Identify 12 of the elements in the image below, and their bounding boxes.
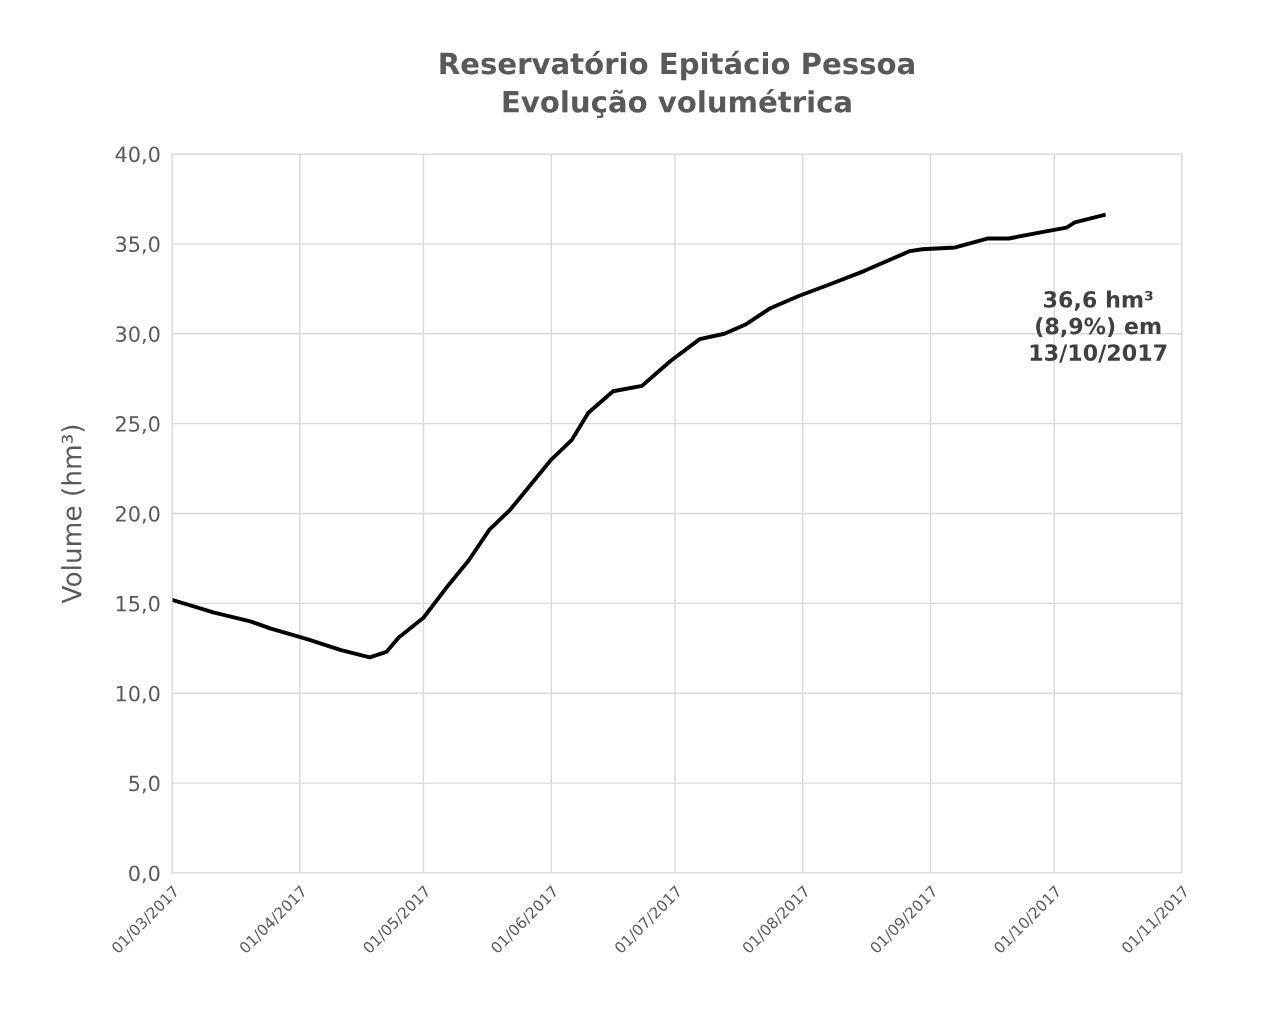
y-tick-label: 0,0: [129, 865, 160, 884]
y-tick-label: 30,0: [116, 326, 160, 345]
annotation: 36,6 hm³ (8,9%) em 13/10/2017: [1030, 290, 1167, 363]
y-tick-label: 40,0: [115, 146, 160, 165]
chart-title: Reservatório Epitácio Pessoa Evolução volumétrica: [440, 50, 914, 119]
y-tick-label: 25,0: [116, 416, 160, 434]
y-tick-label: 35,0: [116, 236, 160, 255]
y-axis-title: Volume (hm³): [61, 425, 85, 604]
y-tick-label: 15,0: [116, 595, 160, 614]
y-tick-label: 5,0: [129, 775, 160, 794]
y-tick-label: 10,0: [116, 685, 160, 704]
y-tick-label: 20,0: [116, 505, 160, 524]
